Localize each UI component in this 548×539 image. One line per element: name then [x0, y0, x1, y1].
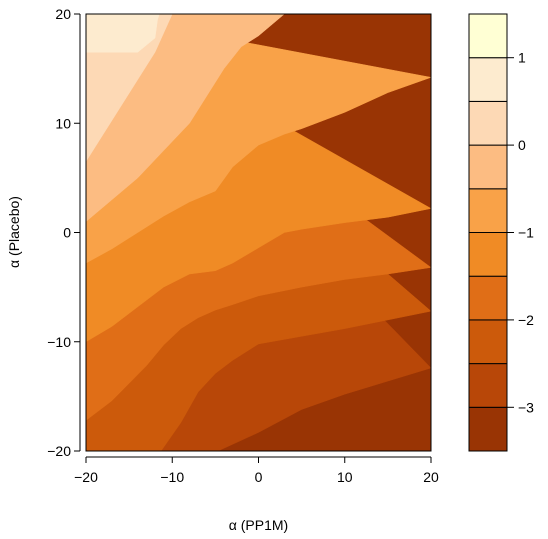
y-tick-label: 10	[55, 115, 71, 131]
y-tick-label: −20	[47, 443, 71, 459]
y-axis-title: α (Placebo)	[6, 196, 22, 268]
x-tick-label: 0	[255, 469, 263, 485]
legend-swatch	[468, 406, 508, 452]
legend-tick-label: −2	[518, 312, 534, 328]
legend-swatch	[468, 57, 508, 102]
x-tick-label: −10	[160, 469, 184, 485]
x-axis: −20 −10 0 10 20	[74, 456, 439, 485]
plot-frame	[85, 13, 432, 452]
y-tick-label: 20	[55, 6, 71, 22]
contour-band	[86, 14, 160, 53]
y-tick-label: −10	[47, 334, 71, 350]
color-legend: −3 −2 −1 0 1	[468, 13, 534, 452]
legend-swatch	[468, 319, 508, 365]
legend-tick-label: −1	[518, 225, 534, 241]
legend-swatch	[468, 13, 508, 59]
legend-tick-label: 0	[518, 137, 526, 153]
legend-swatch	[468, 188, 508, 234]
legend-swatch	[468, 100, 508, 146]
x-tick-label: 20	[423, 469, 439, 485]
y-axis: −20 −10 0 10 20	[47, 6, 81, 459]
x-axis-title: α (PP1M)	[229, 517, 288, 533]
legend-swatch	[468, 363, 508, 408]
x-tick-label: 10	[337, 469, 353, 485]
legend-swatch	[468, 275, 508, 321]
y-tick-label: 0	[63, 225, 71, 241]
legend-swatch	[468, 232, 508, 277]
x-tick-label: −20	[74, 469, 98, 485]
legend-swatch	[468, 144, 508, 190]
legend-tick-label: −3	[518, 399, 534, 415]
legend-tick-label: 1	[518, 50, 526, 66]
plot-area	[86, 14, 431, 451]
